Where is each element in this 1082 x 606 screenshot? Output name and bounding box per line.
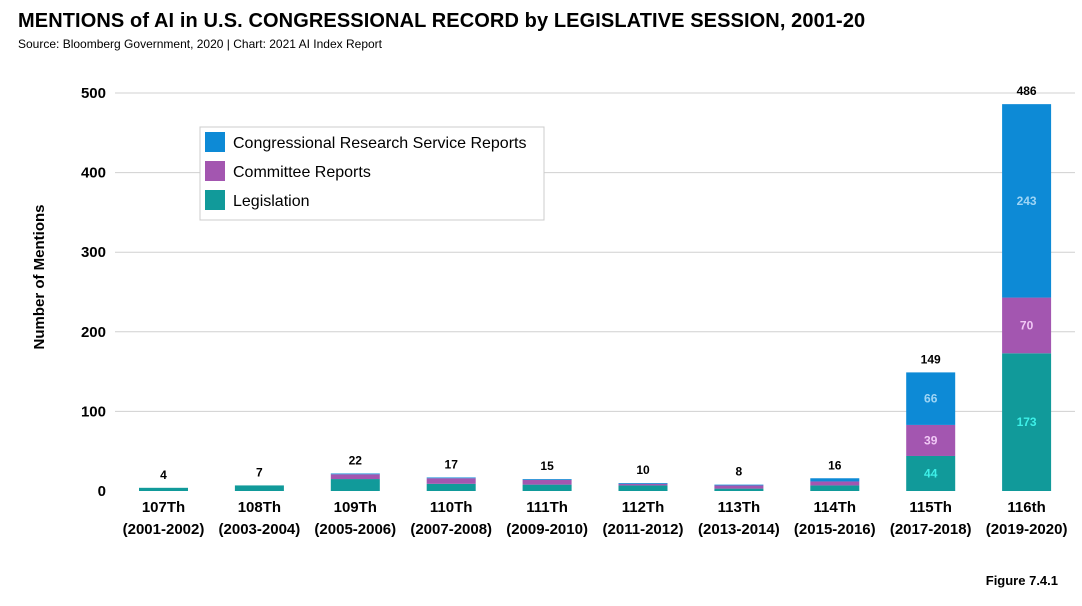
chart-title: MENTIONS of AI in U.S. CONGRESSIONAL REC… [18, 10, 866, 32]
segment-label: 173 [1017, 415, 1037, 429]
x-tick-label: 115Th [909, 499, 952, 516]
x-tick-label: 113Th [718, 499, 761, 516]
y-axis: 0 100 200 300 400 500 [81, 85, 106, 500]
y-tick-label: 400 [81, 165, 106, 182]
legend-label: Legislation [233, 193, 310, 210]
bar-segment [426, 477, 476, 479]
legend-label: Committee Reports [233, 164, 371, 181]
bar-segment [1002, 104, 1052, 298]
x-tick-label: 116th [1007, 499, 1045, 516]
bar-segment [1002, 353, 1052, 491]
bar-total-label: 17 [445, 457, 459, 471]
x-tick-sublabel: (2011-2012) [603, 521, 684, 538]
segment-label: 70 [1020, 318, 1034, 332]
bars: 4 7 22 17 15 10 8 16 44 39 66 149 173 70 243 486 [139, 84, 1052, 491]
bar-total-label: 7 [256, 465, 263, 479]
x-tick-sublabel: (2001-2002) [123, 521, 205, 538]
legend-swatch [205, 132, 225, 152]
segment-label: 243 [1017, 194, 1037, 208]
bar-segment [1002, 297, 1052, 354]
bar-total-label: 15 [540, 459, 554, 473]
chart-source: Source: Bloomberg Government, 2020 | Cha… [18, 37, 382, 51]
y-axis-label: Number of Mentions [31, 205, 48, 350]
x-tick-label: 111Th [526, 499, 568, 516]
bar-segment [714, 485, 764, 489]
bar-segment [426, 483, 476, 491]
bar-segment [139, 487, 188, 491]
x-tick-label: 107Th [142, 499, 185, 516]
bar-segment [330, 473, 380, 475]
x-axis: 107Th (2001-2002) 108Th (2003-2004) 109Th (20… [123, 499, 1068, 538]
bar-segment [426, 478, 476, 484]
x-tick-label: 112Th [622, 499, 665, 516]
x-tick-sublabel: (2019-2020) [986, 521, 1068, 538]
x-tick-sublabel: (2007-2008) [410, 521, 492, 538]
legend-swatch [205, 190, 225, 210]
x-tick-sublabel: (2009-2010) [506, 521, 588, 538]
bar-segment [906, 455, 956, 491]
x-tick-label: 109Th [334, 499, 377, 516]
x-tick-sublabel: (2003-2004) [219, 521, 301, 538]
bar-segment [330, 479, 380, 491]
bar-segment [618, 483, 668, 486]
x-tick-sublabel: (2005-2006) [314, 521, 396, 538]
bar-total-label: 16 [828, 458, 842, 472]
figure-label: Figure 7.4.1 [985, 573, 1058, 588]
bar-total-label: 486 [1017, 84, 1037, 98]
y-tick-label: 0 [98, 483, 106, 500]
bar-total-label: 149 [921, 352, 941, 366]
legend-box [199, 126, 545, 221]
legend-label: Congressional Research Service Reports [233, 135, 526, 152]
x-tick-label: 114Th [814, 499, 857, 516]
bar-total-label: 4 [160, 468, 167, 482]
bar-segment [522, 479, 572, 480]
x-tick-sublabel: (2017-2018) [890, 521, 972, 538]
y-tick-label: 500 [81, 85, 106, 102]
segment-label: 44 [924, 466, 938, 480]
segment-label: 66 [924, 392, 938, 406]
legend: Congressional Research Service Reports Co… [199, 126, 545, 221]
bar-total-label: 8 [736, 465, 743, 479]
bar-segment [810, 481, 860, 486]
bar-segment [810, 478, 860, 482]
bar-segment [618, 485, 668, 491]
y-tick-label: 200 [81, 324, 106, 341]
x-tick-sublabel: (2015-2016) [794, 521, 876, 538]
bar-segment [522, 479, 572, 485]
bar-segment [714, 488, 764, 491]
bar-segment [906, 372, 956, 425]
segment-label: 39 [924, 433, 938, 447]
bar-segment [618, 483, 668, 484]
bar-segment [810, 485, 860, 491]
bar-segment [330, 474, 380, 480]
bar-segment [234, 485, 284, 491]
bar-segment [714, 484, 764, 486]
x-tick-label: 110Th [430, 499, 473, 516]
bar-total-label: 22 [349, 453, 363, 467]
y-tick-label: 100 [81, 403, 106, 420]
x-tick-sublabel: (2013-2014) [698, 521, 780, 538]
bar-segment [522, 484, 572, 491]
x-tick-label: 108Th [238, 499, 281, 516]
y-tick-label: 300 [81, 244, 106, 261]
legend-swatch [205, 161, 225, 181]
bar-total-label: 10 [636, 463, 650, 477]
bar-segment [906, 424, 956, 456]
